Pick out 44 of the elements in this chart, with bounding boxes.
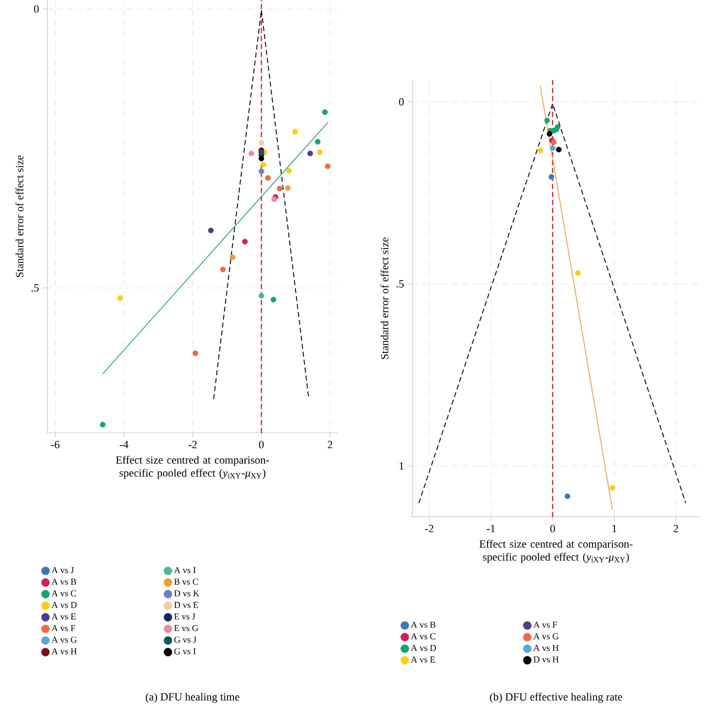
x-tick-label: -1 — [486, 524, 495, 532]
x-tick-label: 0 — [259, 440, 264, 448]
x-tick-label: 2 — [328, 440, 332, 448]
legend-label: A vs D — [410, 644, 436, 651]
y-tick-label: .5 — [32, 284, 39, 292]
legend-label: A vs C — [410, 633, 436, 640]
legend-label: A vs F — [52, 625, 76, 632]
legend-label: A vs D — [52, 602, 77, 608]
y-axis-title: Standard error of effect size — [15, 156, 24, 278]
legend-label: A vs J — [52, 567, 74, 574]
legend-label: A vs G — [533, 633, 559, 640]
y-tick-label: 1 — [400, 462, 404, 470]
legend-label: E vs G — [174, 625, 198, 632]
legend-label: B vs C — [174, 578, 198, 585]
y-axis-title: Standard error of effect size — [380, 238, 388, 360]
x-tick-label: -2 — [188, 440, 197, 448]
text: (b) DFU effective healing rate — [490, 692, 622, 703]
legend-label: A vs I — [174, 567, 196, 574]
legend-label: A vs H — [52, 648, 77, 654]
legend-label: A vs E — [52, 614, 76, 620]
y-tick-label: 0 — [399, 98, 404, 106]
legend-label: D vs E — [174, 602, 198, 608]
legend-label: A vs B — [52, 578, 76, 585]
legend-label: D vs K — [174, 590, 200, 596]
y-tick-label: .5 — [396, 280, 404, 288]
legend-label: A vs F — [533, 622, 557, 628]
x-tick-label: -6 — [51, 440, 60, 448]
legend-label: A vs H — [533, 644, 559, 651]
x-tick-label: -4 — [120, 440, 128, 448]
legend-label: A vs B — [410, 622, 436, 628]
legend-label: G vs I — [174, 648, 196, 654]
x-tick-label: 0 — [550, 524, 555, 532]
x-tick-label: -2 — [425, 524, 434, 532]
legend-label: A vs C — [52, 590, 76, 596]
text: (a) DFU healing time — [146, 692, 240, 703]
legend-label: A vs G — [52, 636, 77, 643]
legend-label: D vs H — [534, 656, 559, 663]
legend-label: A vs E — [410, 656, 435, 663]
x-axis-title: Effect size centred at comparison-specific pooled effect (y$_{iXY}$-μ$_{XY}$) — [116, 456, 269, 479]
legend-label: G vs J — [174, 636, 196, 643]
x-tick-label: 1 — [612, 524, 616, 532]
x-tick-label: 2 — [674, 524, 678, 532]
x-axis-title: Effect size centred at comparison-specific pooled effect (y$_{iXY}$-μ$_{XY}$) — [479, 540, 632, 563]
legend-label: E vs J — [174, 614, 196, 620]
